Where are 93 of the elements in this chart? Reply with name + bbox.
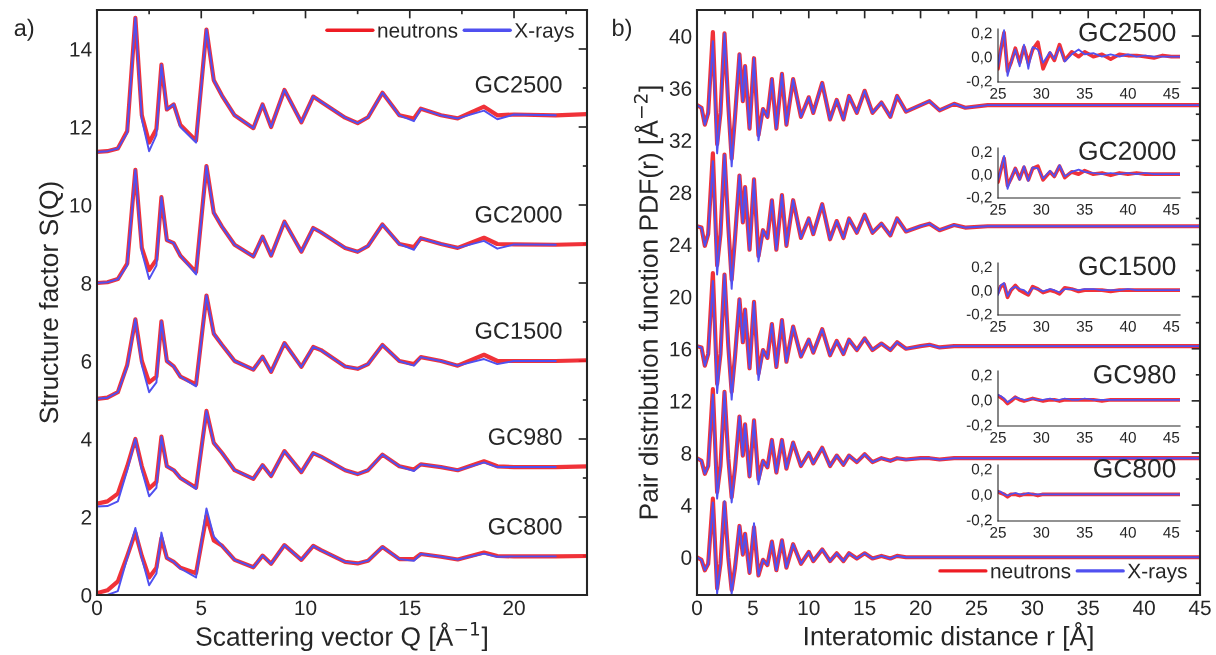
x-tick-label: 0 xyxy=(692,600,702,616)
annotation: GC2500 xyxy=(475,76,562,93)
y-tick-label: 0,0 xyxy=(971,285,992,298)
y-tick-label: 2 xyxy=(81,510,92,525)
y-tick-label: -0,2 xyxy=(966,514,992,528)
y-tick-label: 12 xyxy=(70,120,92,135)
x-tick-label: 35 xyxy=(1076,431,1093,443)
y-tick-label: 24 xyxy=(670,237,692,253)
x-tick-label: 10 xyxy=(798,600,820,616)
x-tick-label: 30 xyxy=(1033,203,1050,215)
y-tick-label: 0,0 xyxy=(971,51,992,65)
y-tick-label: 0,2 xyxy=(971,27,992,41)
x-tick-label: 0 xyxy=(92,600,102,616)
y-axis-title: Pair distribution function PDF(r) [Å$^{−2}$] xyxy=(633,86,664,519)
y-tick-label: 6 xyxy=(81,354,92,369)
y-tick-label: 32 xyxy=(669,133,692,149)
legend-label: X-rays xyxy=(514,23,574,42)
annotation: GC1500 xyxy=(1079,256,1176,276)
x-tick-label: 25 xyxy=(990,87,1006,99)
annotation: GC980 xyxy=(1094,364,1176,384)
x-tick-label: 40 xyxy=(1119,431,1136,443)
x-tick-label: 45 xyxy=(1163,432,1180,443)
x-tick-label: 35 xyxy=(1076,203,1093,215)
y-tick-label: 4 xyxy=(81,432,92,447)
x-tick-label: 45 xyxy=(1188,600,1211,616)
y-tick-label: 28 xyxy=(670,185,692,201)
x-tick-label: 45 xyxy=(1163,204,1180,215)
text: b) xyxy=(613,18,632,41)
y-axis-title: Structure factor S(Q) xyxy=(38,182,64,424)
x-tick-label: 10 xyxy=(295,600,317,616)
y-tick-label: 0 xyxy=(681,550,692,565)
x-tick-label: 30 xyxy=(1033,431,1050,443)
y-tick-label: -0,2 xyxy=(966,191,992,205)
x-tick-label: 35 xyxy=(1076,526,1093,538)
legend-label: X-rays xyxy=(1127,563,1187,583)
annotation: GC800 xyxy=(488,517,562,535)
x-tick-label: 45 xyxy=(1163,321,1180,332)
y-tick-label: -0,2 xyxy=(966,75,992,89)
annotation: GC2500 xyxy=(1079,22,1176,42)
x-tick-label: 35 xyxy=(1076,87,1093,99)
y-tick-label: 4 xyxy=(681,498,692,513)
text: a) xyxy=(14,18,34,41)
x-tick-label: 35 xyxy=(1077,600,1099,616)
y-tick-label: 12 xyxy=(670,393,692,409)
x-tick-label: 25 xyxy=(990,526,1006,538)
x-tick-label: 45 xyxy=(1163,88,1180,99)
y-tick-label: 16 xyxy=(670,341,692,357)
x-tick-label: 5 xyxy=(196,600,207,616)
x-tick-label: 40 xyxy=(1119,526,1136,538)
y-tick-label: 0,0 xyxy=(971,489,992,502)
x-axis-title: Scattering vector Q [Å$^{−1}$] xyxy=(196,622,487,652)
y-tick-label: -0,2 xyxy=(966,419,992,433)
annotation: GC2000 xyxy=(1079,141,1176,161)
x-tick-label: 40 xyxy=(1119,87,1136,99)
x-tick-label: 30 xyxy=(1021,600,1044,616)
y-tick-label: 8 xyxy=(81,276,92,291)
y-tick-label: 20 xyxy=(670,289,692,305)
y-tick-label: 0 xyxy=(81,588,92,603)
legend-label: neutrons xyxy=(991,564,1071,579)
x-tick-label: 30 xyxy=(1033,526,1050,538)
annotation: GC2000 xyxy=(475,205,562,223)
annotation: GC1500 xyxy=(475,322,562,339)
x-tick-label: 25 xyxy=(990,431,1006,443)
x-tick-label: 40 xyxy=(1119,203,1136,215)
x-tick-label: 40 xyxy=(1119,320,1136,332)
x-tick-label: 30 xyxy=(1033,320,1050,332)
y-tick-label: -0,2 xyxy=(966,308,992,322)
y-tick-label: 0,0 xyxy=(971,394,992,408)
x-tick-label: 20 xyxy=(503,600,525,616)
y-tick-label: 14 xyxy=(70,42,92,57)
x-tick-label: 40 xyxy=(1133,600,1155,616)
x-tick-label: 20 xyxy=(910,600,932,616)
x-axis-title: Interatomic distance r [Å] xyxy=(805,622,1093,651)
x-tick-label: 25 xyxy=(990,203,1006,215)
x-tick-label: 15 xyxy=(399,600,421,616)
y-tick-label: 40 xyxy=(669,29,692,44)
y-tick-label: 36 xyxy=(669,81,692,96)
y-tick-label: 0,2 xyxy=(971,369,992,383)
y-tick-label: 0,0 xyxy=(971,169,992,182)
legend-label: neutrons xyxy=(378,24,458,38)
x-tick-label: 45 xyxy=(1163,527,1180,538)
x-tick-label: 25 xyxy=(990,320,1006,332)
y-tick-label: 0,2 xyxy=(971,146,992,159)
y-tick-label: 0,2 xyxy=(971,463,992,477)
y-tick-label: 0,2 xyxy=(971,261,992,275)
x-tick-label: 5 xyxy=(747,600,758,616)
x-tick-label: 25 xyxy=(965,600,988,616)
y-tick-label: 8 xyxy=(681,445,692,461)
annotation: GC980 xyxy=(488,428,562,445)
x-tick-label: 35 xyxy=(1076,320,1093,332)
annotation: GC800 xyxy=(1094,459,1176,478)
x-tick-label: 30 xyxy=(1033,87,1050,99)
x-tick-label: 15 xyxy=(854,600,876,616)
